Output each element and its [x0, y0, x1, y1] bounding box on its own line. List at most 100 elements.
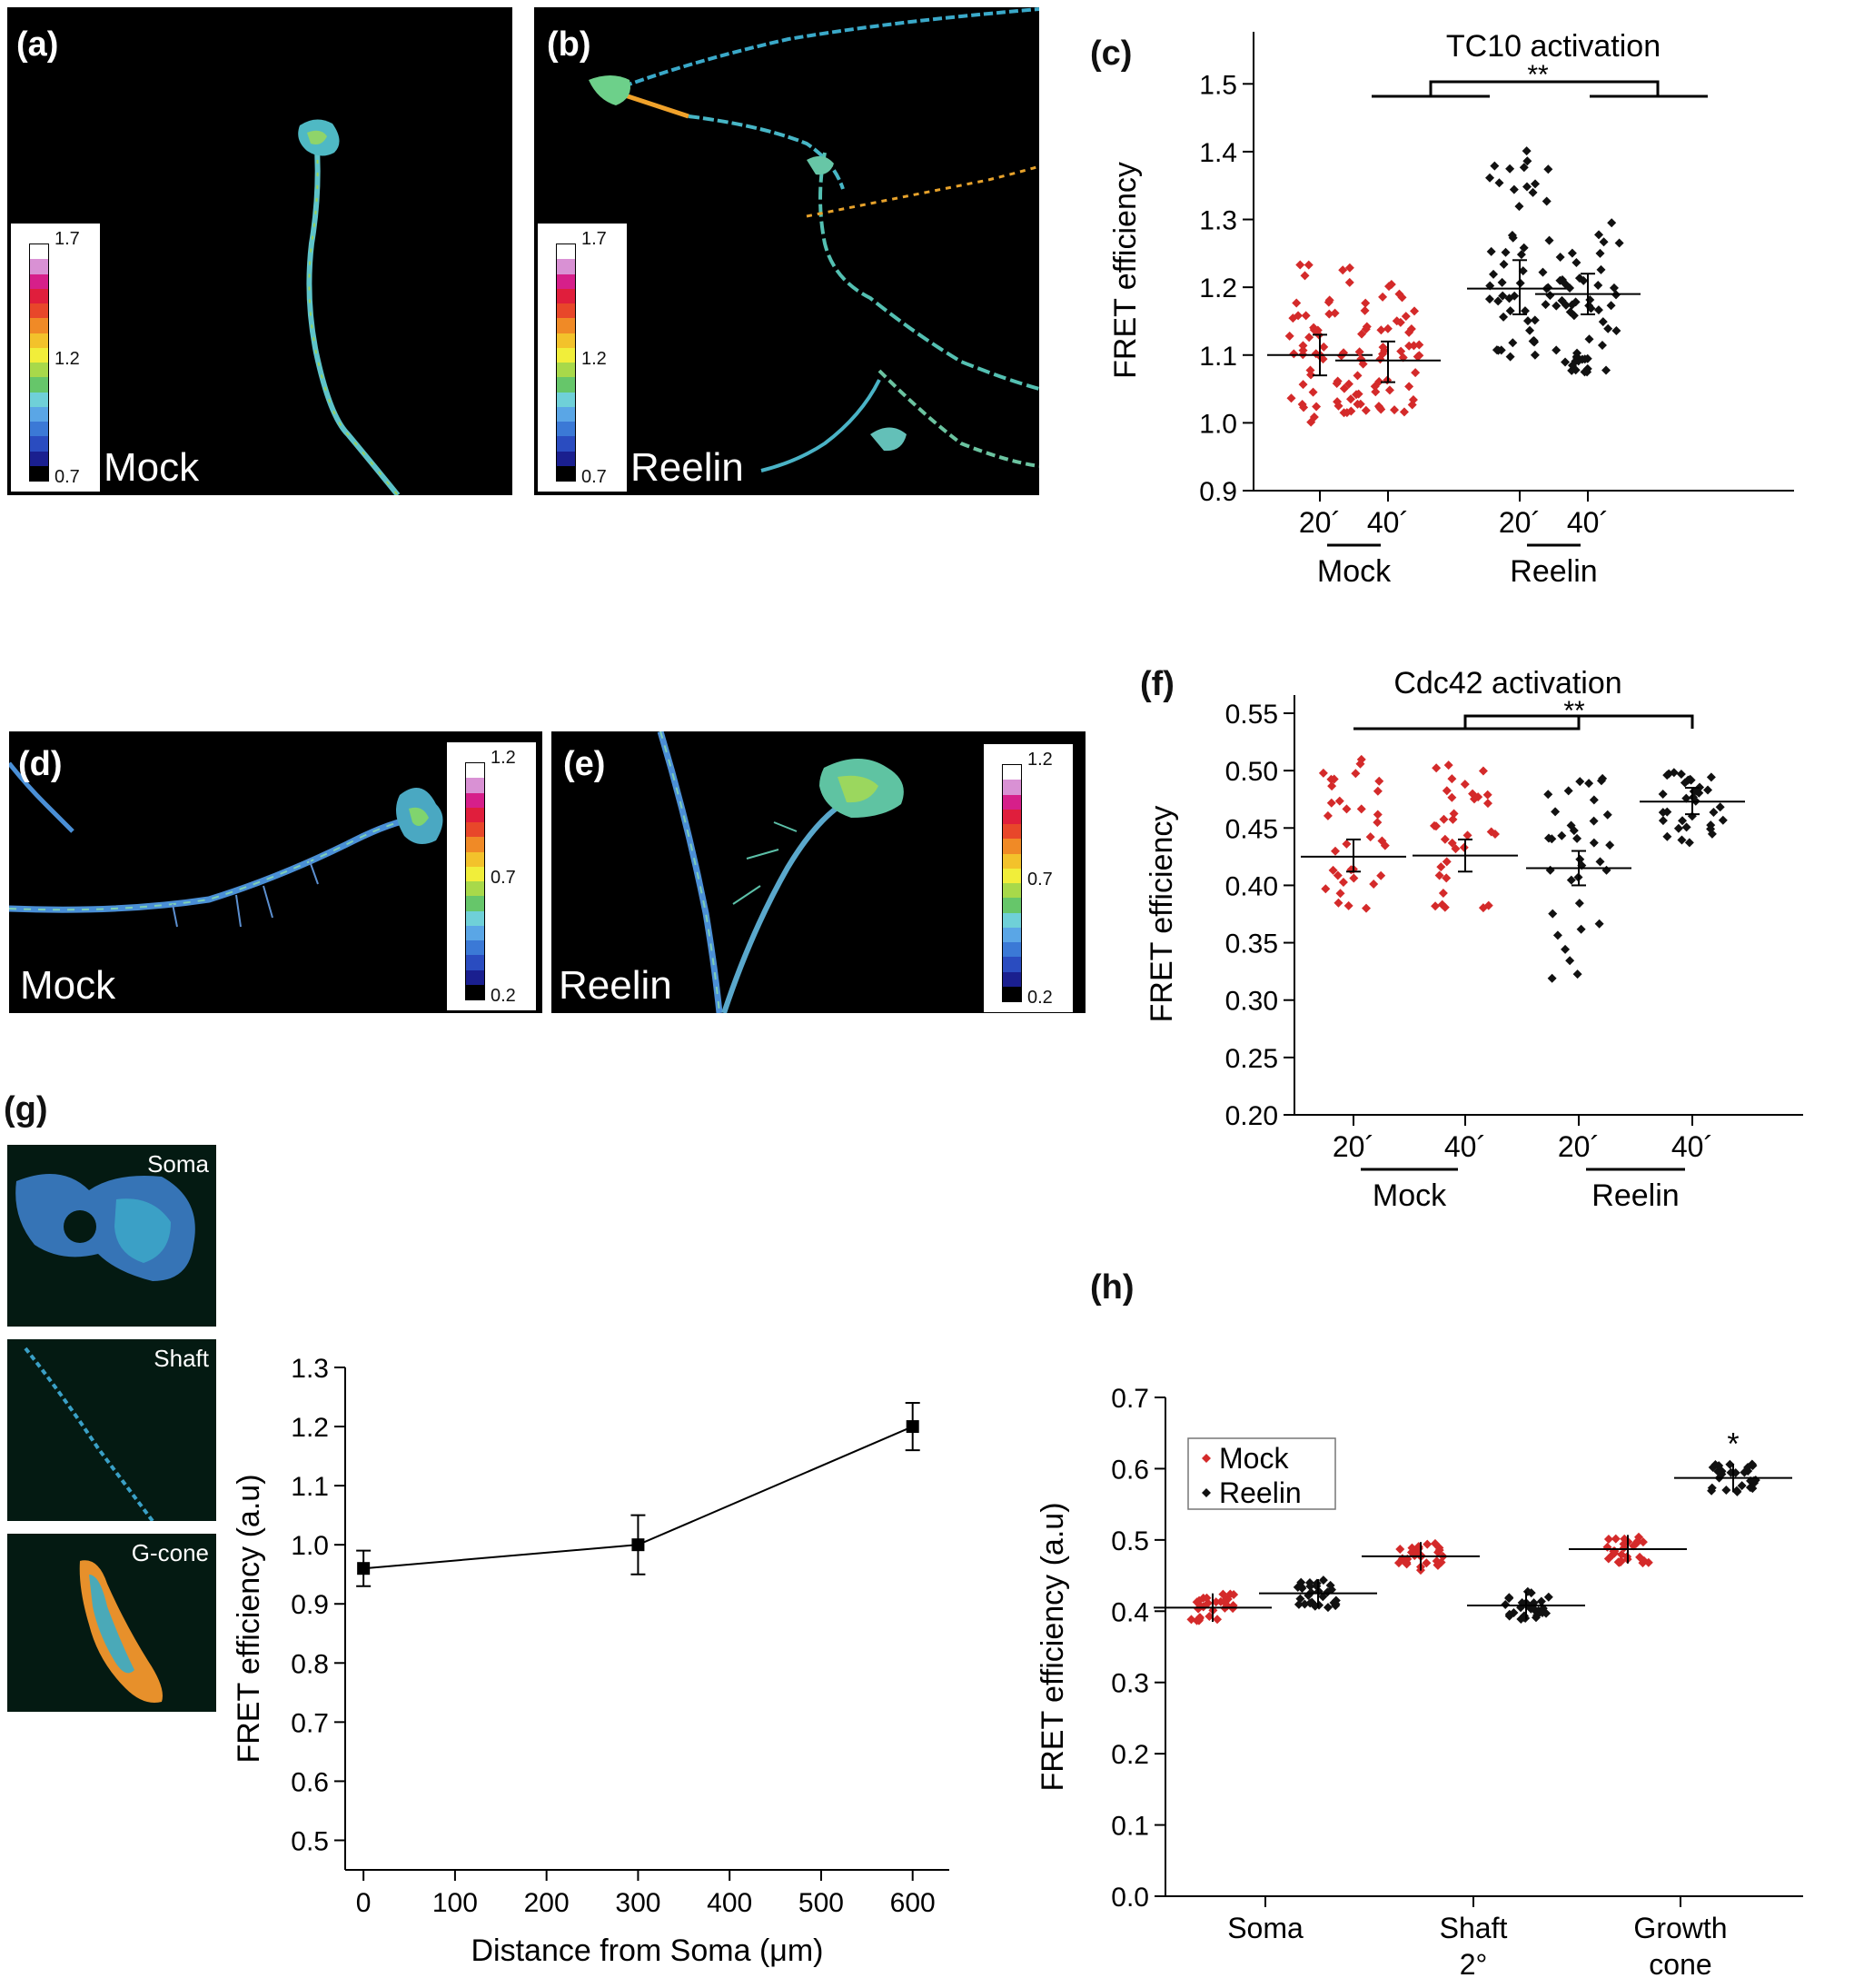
colorbar-step [1003, 853, 1021, 869]
colorbar-step [557, 273, 575, 289]
data-point [1284, 331, 1294, 341]
data-point [1498, 291, 1508, 301]
y-tick-label: 1.2 [291, 1413, 329, 1443]
colorbar-step [466, 851, 484, 867]
data-point [1447, 838, 1457, 848]
data-point [1569, 311, 1579, 321]
data-point [1328, 865, 1338, 875]
data-point [1563, 786, 1573, 796]
data-point [1376, 870, 1386, 880]
data-point [1555, 253, 1565, 263]
data-point [1296, 1582, 1306, 1592]
data-point [1404, 327, 1414, 337]
y-tick-label: 0.20 [1225, 1101, 1278, 1131]
data-point [1658, 808, 1668, 818]
data-point [1507, 230, 1517, 240]
data-point [1561, 279, 1571, 289]
colorbar-step [557, 392, 575, 407]
data-point [1676, 769, 1686, 779]
colorbar-step [30, 451, 48, 466]
inset-shaft: Shaft [7, 1339, 216, 1521]
data-point [1721, 1485, 1731, 1495]
colorbar-step [30, 333, 48, 348]
colorbar-gradient [1002, 764, 1022, 1002]
data-point [1538, 267, 1548, 277]
data-point [1547, 973, 1557, 983]
data-point [1462, 830, 1472, 840]
data-point [1543, 790, 1553, 800]
data-point [1211, 1597, 1221, 1607]
data-point [1304, 260, 1314, 270]
data-point [1343, 379, 1353, 389]
panel-label-e: (e) [563, 745, 606, 783]
colorbar-step [1003, 942, 1021, 958]
data-point [1369, 879, 1379, 889]
data-point [1582, 363, 1592, 373]
colorbar-step [557, 451, 575, 466]
data-point [1443, 760, 1453, 770]
data-point [1557, 295, 1567, 305]
y-tick-label: 0.5 [1111, 1526, 1149, 1556]
colorbar-min-label: 0.2 [1027, 988, 1053, 1008]
x-tick-label: cone [1649, 1948, 1711, 1981]
y-tick-label: 0.1 [1111, 1812, 1149, 1842]
data-point [1485, 173, 1495, 183]
group-label: Mock [1373, 1178, 1447, 1213]
data-point [1579, 275, 1589, 285]
data-point [1478, 766, 1488, 776]
y-tick-label: 0.55 [1225, 700, 1278, 730]
data-point [1525, 325, 1535, 335]
data-point [1312, 402, 1322, 412]
data-point [1499, 312, 1509, 322]
data-point [1213, 1615, 1223, 1625]
data-point [1509, 184, 1519, 194]
data-point [1594, 230, 1604, 240]
data-point [1707, 1483, 1717, 1493]
x-tick-label: 400 [707, 1888, 752, 1918]
data-point [1354, 347, 1364, 357]
data-point [1519, 163, 1529, 173]
colorbar-step [557, 303, 575, 319]
colorbar-step [1003, 957, 1021, 972]
data-point [1330, 846, 1340, 856]
data-point [1430, 1538, 1440, 1548]
legend-label: Reelin [1219, 1476, 1302, 1509]
y-tick-label: 1.5 [1199, 70, 1237, 100]
data-point [1304, 333, 1314, 343]
data-point [1678, 816, 1688, 826]
data-point [1611, 1534, 1621, 1544]
panel-label-h: (h) [1090, 1268, 1135, 1307]
colorbar-step [466, 881, 484, 897]
data-point [1572, 833, 1582, 843]
y-tick-label: 0.7 [291, 1708, 329, 1738]
colorbar-step [1003, 927, 1021, 942]
data-point [1323, 1603, 1333, 1613]
data-point [1355, 399, 1365, 409]
colorbar-max-label: 1.7 [581, 229, 607, 249]
data-point [1301, 311, 1311, 321]
x-tick-label: 40´ [1367, 506, 1409, 539]
data-point [1384, 282, 1394, 292]
data-point [1508, 338, 1518, 348]
data-point [1319, 342, 1329, 352]
data-point [1594, 919, 1604, 929]
data-point [1643, 1557, 1653, 1567]
x-tick-label: 600 [890, 1888, 936, 1918]
data-point [1229, 1589, 1239, 1599]
data-point [1522, 156, 1532, 166]
colorbar-step [466, 910, 484, 926]
y-tick-label: 0.40 [1225, 871, 1278, 901]
data-point [1574, 899, 1584, 909]
x-tick-label: Growth [1633, 1912, 1727, 1944]
data-point [1215, 1596, 1225, 1606]
data-point [1598, 773, 1608, 783]
colorbar-min-label: 0.7 [581, 467, 607, 487]
data-point [1442, 786, 1452, 796]
colorbar-step [30, 465, 48, 481]
colorbar: 1.7 1.2 0.7 [538, 224, 627, 492]
data-point [1677, 835, 1687, 845]
data-point [1492, 345, 1502, 355]
colorbar-step [466, 837, 484, 852]
inset-caption: G-cone [131, 1539, 209, 1566]
data-point [1448, 814, 1458, 824]
